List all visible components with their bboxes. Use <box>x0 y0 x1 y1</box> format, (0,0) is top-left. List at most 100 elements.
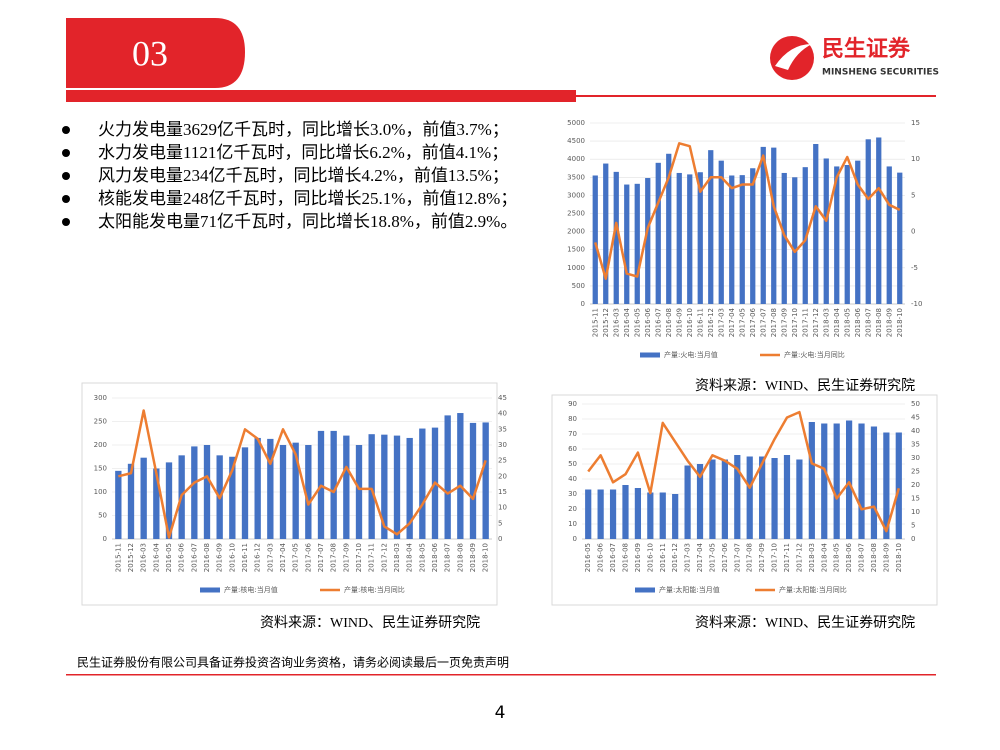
y-tick-label: 50 <box>568 460 577 468</box>
x-tick-label: 2017-08 <box>770 308 778 337</box>
bar <box>592 175 598 304</box>
bullet: 太阳能发电量71亿千瓦时，同比增长18.8%，前值2.9%。 <box>60 210 520 233</box>
y2-tick-label: 25 <box>498 457 507 465</box>
legend-swatch <box>635 587 655 593</box>
y-tick-label: 250 <box>94 418 107 426</box>
x-tick-label: 2016-07 <box>609 543 617 572</box>
bar <box>808 422 815 539</box>
y2-tick-label: 10 <box>911 155 920 163</box>
bar <box>886 166 892 304</box>
bar <box>343 435 350 539</box>
x-tick-label: 2017-06 <box>721 542 729 572</box>
legend-label: 产量:核电:当月值 <box>224 585 278 594</box>
bar <box>393 435 401 539</box>
y-tick-label: 30 <box>568 490 577 498</box>
x-tick-label: 2016-07 <box>190 543 198 572</box>
bar <box>844 164 850 304</box>
x-tick-label: 2017-11 <box>801 308 809 337</box>
y2-tick-label: 0 <box>911 535 915 543</box>
y2-tick-label: 40 <box>911 427 920 435</box>
bar <box>792 177 798 304</box>
y2-tick-label: 20 <box>911 481 920 489</box>
bar <box>823 158 829 304</box>
bar <box>406 437 413 539</box>
x-tick-label: 2016-05 <box>165 543 173 572</box>
x-tick-label: 2017-07 <box>317 543 325 572</box>
bar <box>115 470 122 539</box>
x-tick-label: 2016-08 <box>665 308 673 337</box>
footer-text: 民生证券股份有限公司具备证券投资咨询业务资格，请务必阅读最后一页免责声明 <box>77 655 509 670</box>
y2-tick-label: 5 <box>498 519 502 527</box>
y-tick-label: 100 <box>94 488 107 496</box>
x-tick-label: 2018-04 <box>406 542 414 572</box>
bar <box>609 489 617 539</box>
x-tick-label: 2017-07 <box>759 308 767 337</box>
line-series <box>587 410 900 533</box>
x-tick-label: 2016-05 <box>633 308 641 337</box>
x-tick-label: 2018-03 <box>808 543 816 572</box>
y-tick-label: 70 <box>568 430 577 438</box>
legend-label: 产量:太阳能:当月同比 <box>779 585 847 594</box>
y-tick-label: 2000 <box>567 228 585 236</box>
x-tick-label: 2017-07 <box>733 543 741 572</box>
bar <box>140 457 147 539</box>
bar <box>771 458 778 539</box>
bar <box>191 446 198 539</box>
x-tick-label: 2016-12 <box>671 543 679 572</box>
x-tick-label: 2016-04 <box>152 542 160 572</box>
x-tick-label: 2018-05 <box>833 543 841 572</box>
x-tick-label: 2016-11 <box>696 308 704 337</box>
footer-line <box>66 674 936 676</box>
bar <box>647 492 654 539</box>
x-tick-label: 2018-07 <box>858 543 866 572</box>
bar <box>469 422 477 539</box>
y-tick-label: 4500 <box>567 137 585 145</box>
x-tick-label: 2017-09 <box>780 308 788 337</box>
bar <box>676 172 682 304</box>
bar <box>267 438 274 539</box>
bullet: 水力发电量1121亿千瓦时，同比增长6.2%，前值4.1%； <box>60 141 520 164</box>
bar <box>760 146 766 304</box>
bar <box>734 455 741 539</box>
x-tick-label: 2016-10 <box>646 543 654 572</box>
logo-swoosh <box>775 44 812 70</box>
bar <box>897 172 903 304</box>
y-tick-label: 500 <box>572 282 585 290</box>
header-line <box>576 95 936 97</box>
bar <box>368 434 375 539</box>
y2-tick-label: 0 <box>911 228 915 236</box>
x-tick-label: 2017-04 <box>728 307 736 337</box>
x-tick-label: 2017-03 <box>684 543 692 572</box>
x-tick-label: 2018-09 <box>885 308 893 337</box>
x-tick-label: 2018-08 <box>875 308 883 337</box>
y-tick-label: 150 <box>94 465 107 473</box>
source: 资料来源：WIND、民生证券研究院 <box>695 379 916 394</box>
x-tick-label: 2017-05 <box>292 543 300 572</box>
chart-frame <box>81 382 498 606</box>
bar <box>603 163 609 304</box>
y-tick-label: 90 <box>568 400 577 408</box>
bar <box>718 160 724 304</box>
x-tick-label: 2018-05 <box>418 543 426 572</box>
y2-tick-label: 45 <box>911 414 920 422</box>
bar <box>482 422 489 539</box>
y2-tick-label: 40 <box>498 410 507 418</box>
y2-tick-label: 5 <box>911 191 915 199</box>
bar <box>781 172 787 304</box>
x-tick-label: 2016-10 <box>686 308 694 337</box>
bar <box>855 160 861 304</box>
bar <box>834 166 840 304</box>
x-tick-label: 2018-07 <box>444 543 452 572</box>
x-tick-label: 2018-06 <box>854 307 862 337</box>
y2-tick-label: -5 <box>911 264 918 272</box>
x-tick-label: 2016-11 <box>659 543 667 572</box>
bullet: 火力发电量3629亿千瓦时，同比增长3.0%，前值3.7%； <box>60 118 520 141</box>
bar <box>355 445 363 539</box>
bar <box>696 464 704 539</box>
x-tick-label: 2018-04 <box>833 307 841 337</box>
x-tick-label: 2017-05 <box>708 543 716 572</box>
bar <box>659 492 666 539</box>
legend-swatch <box>640 352 660 358</box>
x-tick-label: 2015-11 <box>591 308 599 337</box>
